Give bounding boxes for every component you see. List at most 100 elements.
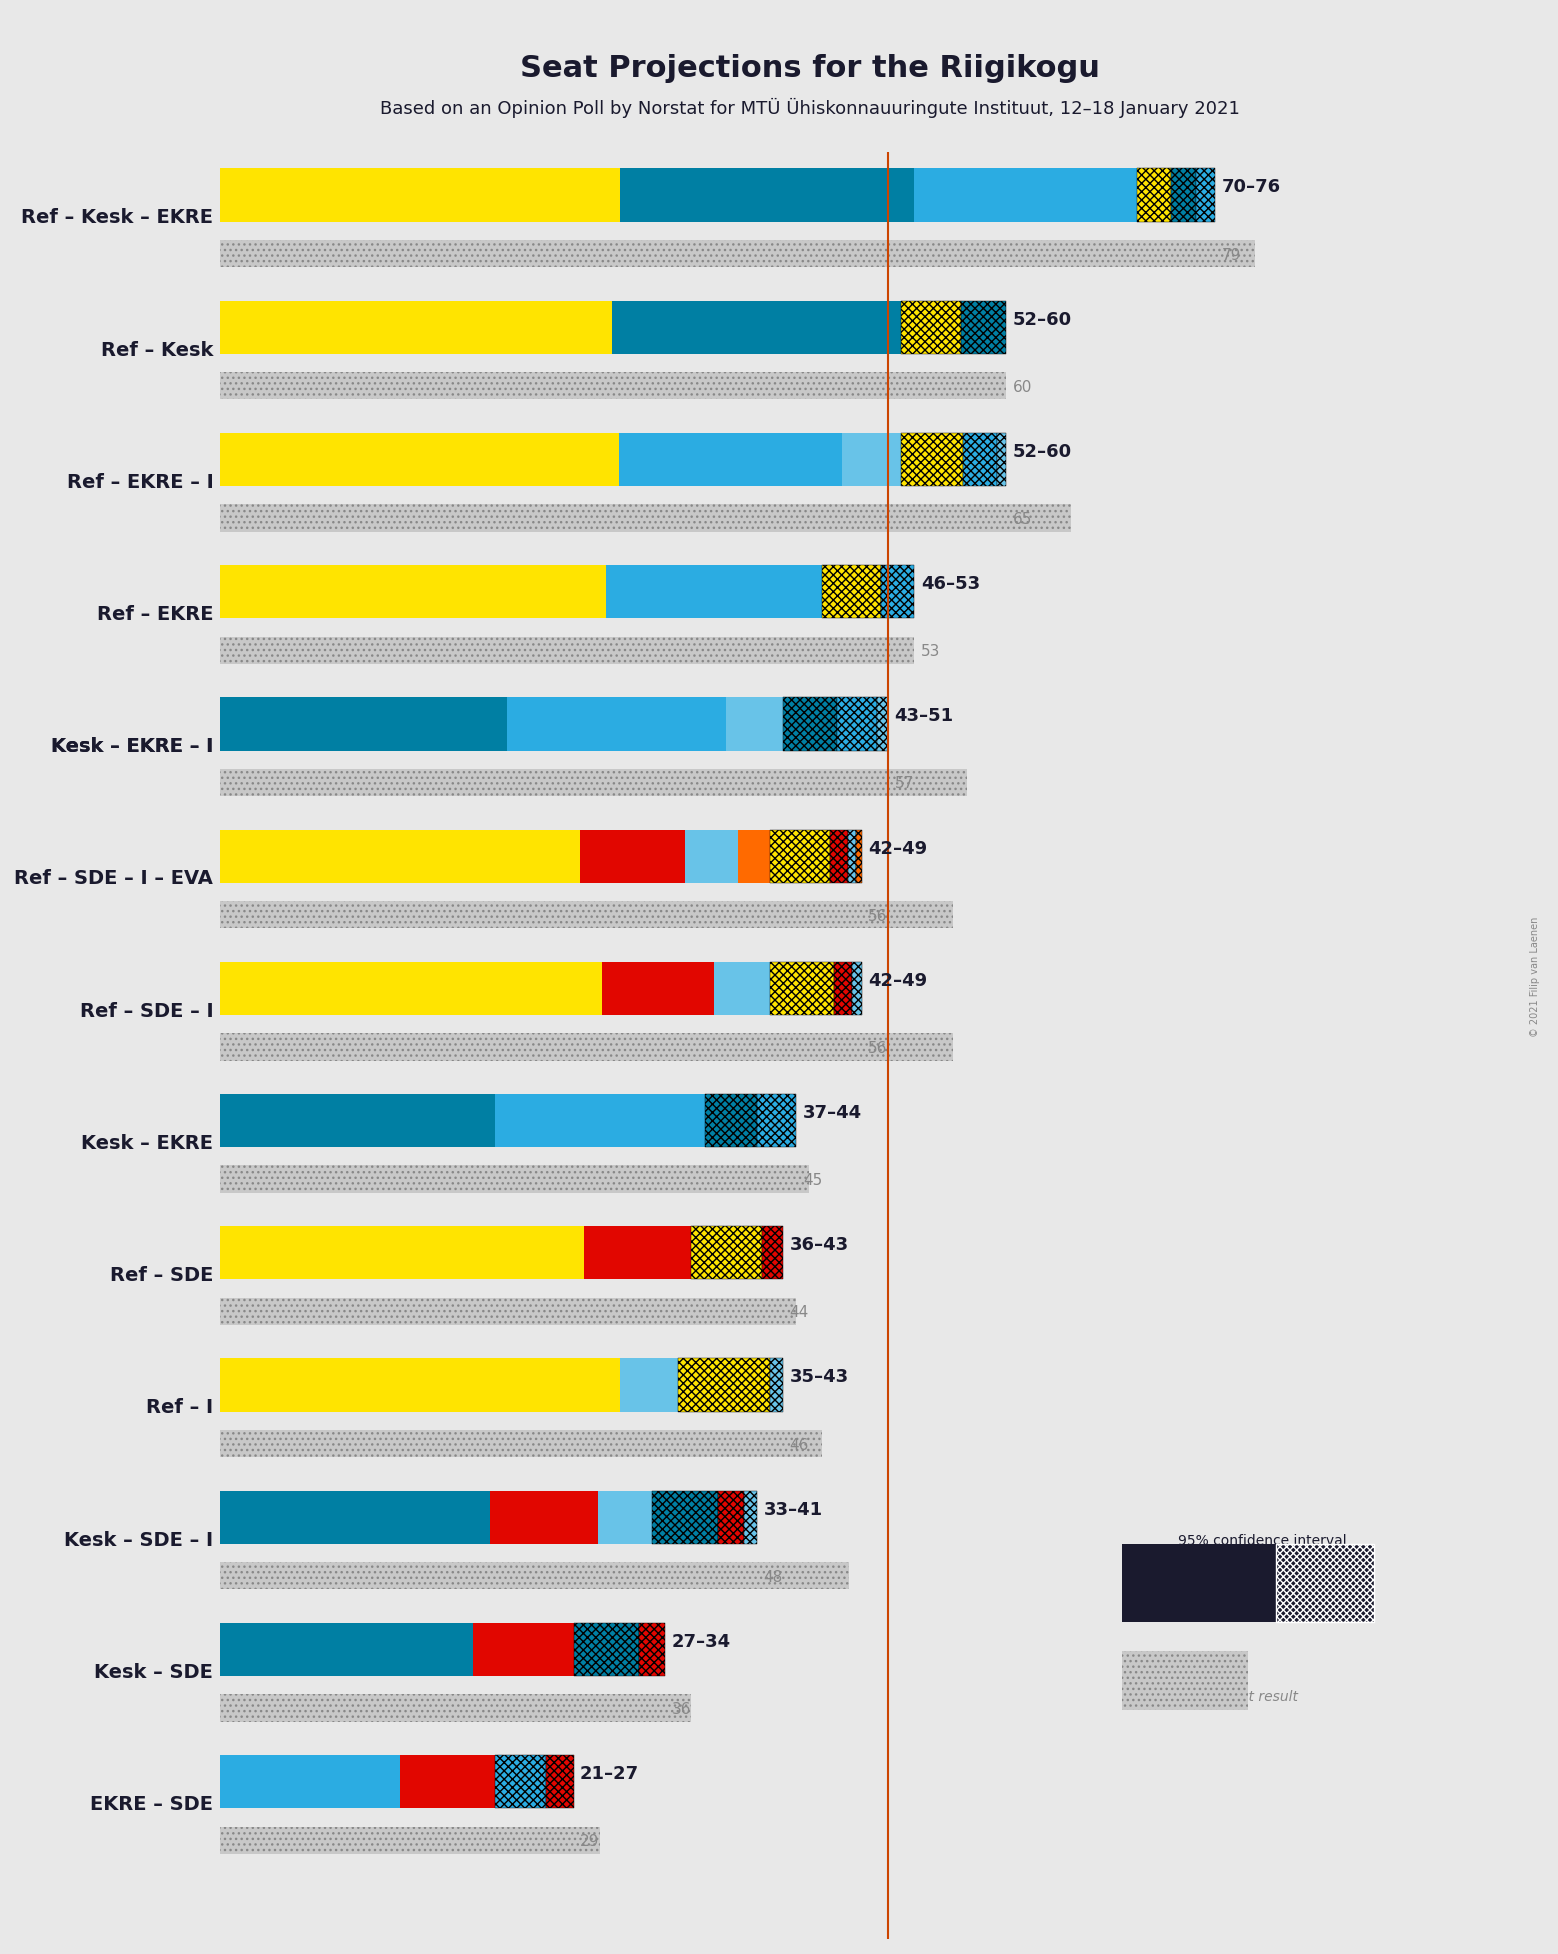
Text: Ref – EKRE: Ref – EKRE [97, 606, 213, 623]
Bar [678, 1358, 770, 1411]
Bar [220, 1297, 796, 1325]
Text: Kesk – SDE – I: Kesk – SDE – I [64, 1530, 213, 1550]
Text: 36: 36 [671, 1702, 692, 1718]
Text: 29: 29 [580, 1835, 600, 1848]
Bar [220, 1165, 809, 1192]
Bar [770, 830, 830, 883]
Bar [963, 434, 997, 487]
Bar [220, 371, 1006, 399]
Bar [580, 830, 686, 883]
Bar [220, 768, 966, 795]
Text: 70–76: 70–76 [1221, 178, 1281, 197]
Bar [220, 1624, 472, 1677]
Bar [220, 637, 915, 664]
Bar [220, 1094, 495, 1147]
Bar [834, 961, 852, 1014]
Bar [220, 637, 915, 664]
Bar [220, 1358, 620, 1411]
Text: Ref – Kesk – EKRE: Ref – Kesk – EKRE [22, 209, 213, 227]
Bar [601, 961, 714, 1014]
Bar [882, 565, 915, 617]
Text: with median: with median [1218, 1563, 1306, 1577]
Bar [220, 1227, 584, 1280]
Bar [757, 1094, 796, 1147]
Bar [901, 434, 963, 487]
Bar [770, 961, 834, 1014]
Bar [830, 830, 848, 883]
Bar [491, 1491, 598, 1544]
Bar [495, 1755, 547, 1807]
Bar [220, 1827, 600, 1854]
Bar [220, 1755, 400, 1807]
Text: Ref – I: Ref – I [146, 1399, 213, 1417]
Text: Ref – EKRE – I: Ref – EKRE – I [67, 473, 213, 492]
Bar [612, 301, 901, 354]
Bar [472, 1624, 573, 1677]
Text: 52–60: 52–60 [1013, 444, 1072, 461]
Bar [220, 565, 606, 617]
Text: 79: 79 [1221, 248, 1242, 262]
Bar [961, 301, 1006, 354]
Bar [220, 240, 1254, 268]
Bar [692, 1227, 762, 1280]
Bar [738, 830, 770, 883]
Text: 46: 46 [790, 1438, 809, 1452]
Text: Seat Projections for the Riigikogu: Seat Projections for the Riigikogu [520, 55, 1100, 82]
Bar [837, 698, 877, 750]
Bar [843, 434, 901, 487]
Text: Kesk – SDE: Kesk – SDE [95, 1663, 213, 1682]
Bar [220, 301, 612, 354]
Bar [220, 830, 580, 883]
Bar [686, 830, 738, 883]
Text: EKRE – SDE: EKRE – SDE [90, 1796, 213, 1813]
Bar [220, 1561, 849, 1589]
Bar [620, 168, 913, 221]
Bar [857, 830, 862, 883]
Bar [770, 1358, 784, 1411]
Text: 56: 56 [868, 909, 888, 924]
Bar [220, 504, 1072, 531]
Bar [743, 1491, 757, 1544]
Text: Ref – SDE – I – EVA: Ref – SDE – I – EVA [14, 870, 213, 889]
Bar [1172, 168, 1197, 221]
Bar [1122, 1544, 1276, 1622]
Bar [997, 434, 1006, 487]
Text: 37–44: 37–44 [802, 1104, 862, 1122]
Bar [823, 565, 882, 617]
Text: 57: 57 [894, 776, 915, 791]
Bar [714, 961, 770, 1014]
Text: 42–49: 42–49 [868, 971, 927, 991]
Bar [547, 1755, 573, 1807]
Text: Ref – Kesk: Ref – Kesk [101, 340, 213, 360]
Text: 36–43: 36–43 [790, 1237, 849, 1254]
Bar [726, 698, 784, 750]
Bar [220, 901, 953, 928]
Bar [220, 901, 953, 928]
Bar [913, 168, 1137, 221]
Bar [1122, 1651, 1248, 1710]
Bar [220, 1034, 953, 1061]
Bar [220, 371, 1006, 399]
Text: 60: 60 [1013, 379, 1031, 395]
Text: 42–49: 42–49 [868, 840, 927, 858]
Text: Kesk – EKRE – I: Kesk – EKRE – I [51, 737, 213, 756]
Text: Kesk – EKRE: Kesk – EKRE [81, 1133, 213, 1153]
Bar [598, 1491, 653, 1544]
Bar [1276, 1544, 1374, 1622]
Bar [762, 1227, 784, 1280]
Text: 65: 65 [1013, 512, 1031, 528]
Bar [400, 1755, 495, 1807]
Text: 35–43: 35–43 [790, 1368, 849, 1387]
Text: 44: 44 [790, 1305, 809, 1321]
Text: 95% confidence interval: 95% confidence interval [1178, 1534, 1346, 1548]
Text: 45: 45 [802, 1172, 823, 1188]
Bar [220, 1561, 849, 1589]
Text: Ref – SDE – I: Ref – SDE – I [79, 1002, 213, 1020]
Bar [1197, 168, 1215, 221]
Bar [1137, 168, 1172, 221]
Bar [848, 830, 857, 883]
Bar [901, 301, 961, 354]
Bar [220, 1430, 823, 1458]
Bar [495, 1094, 704, 1147]
Bar [606, 565, 823, 617]
